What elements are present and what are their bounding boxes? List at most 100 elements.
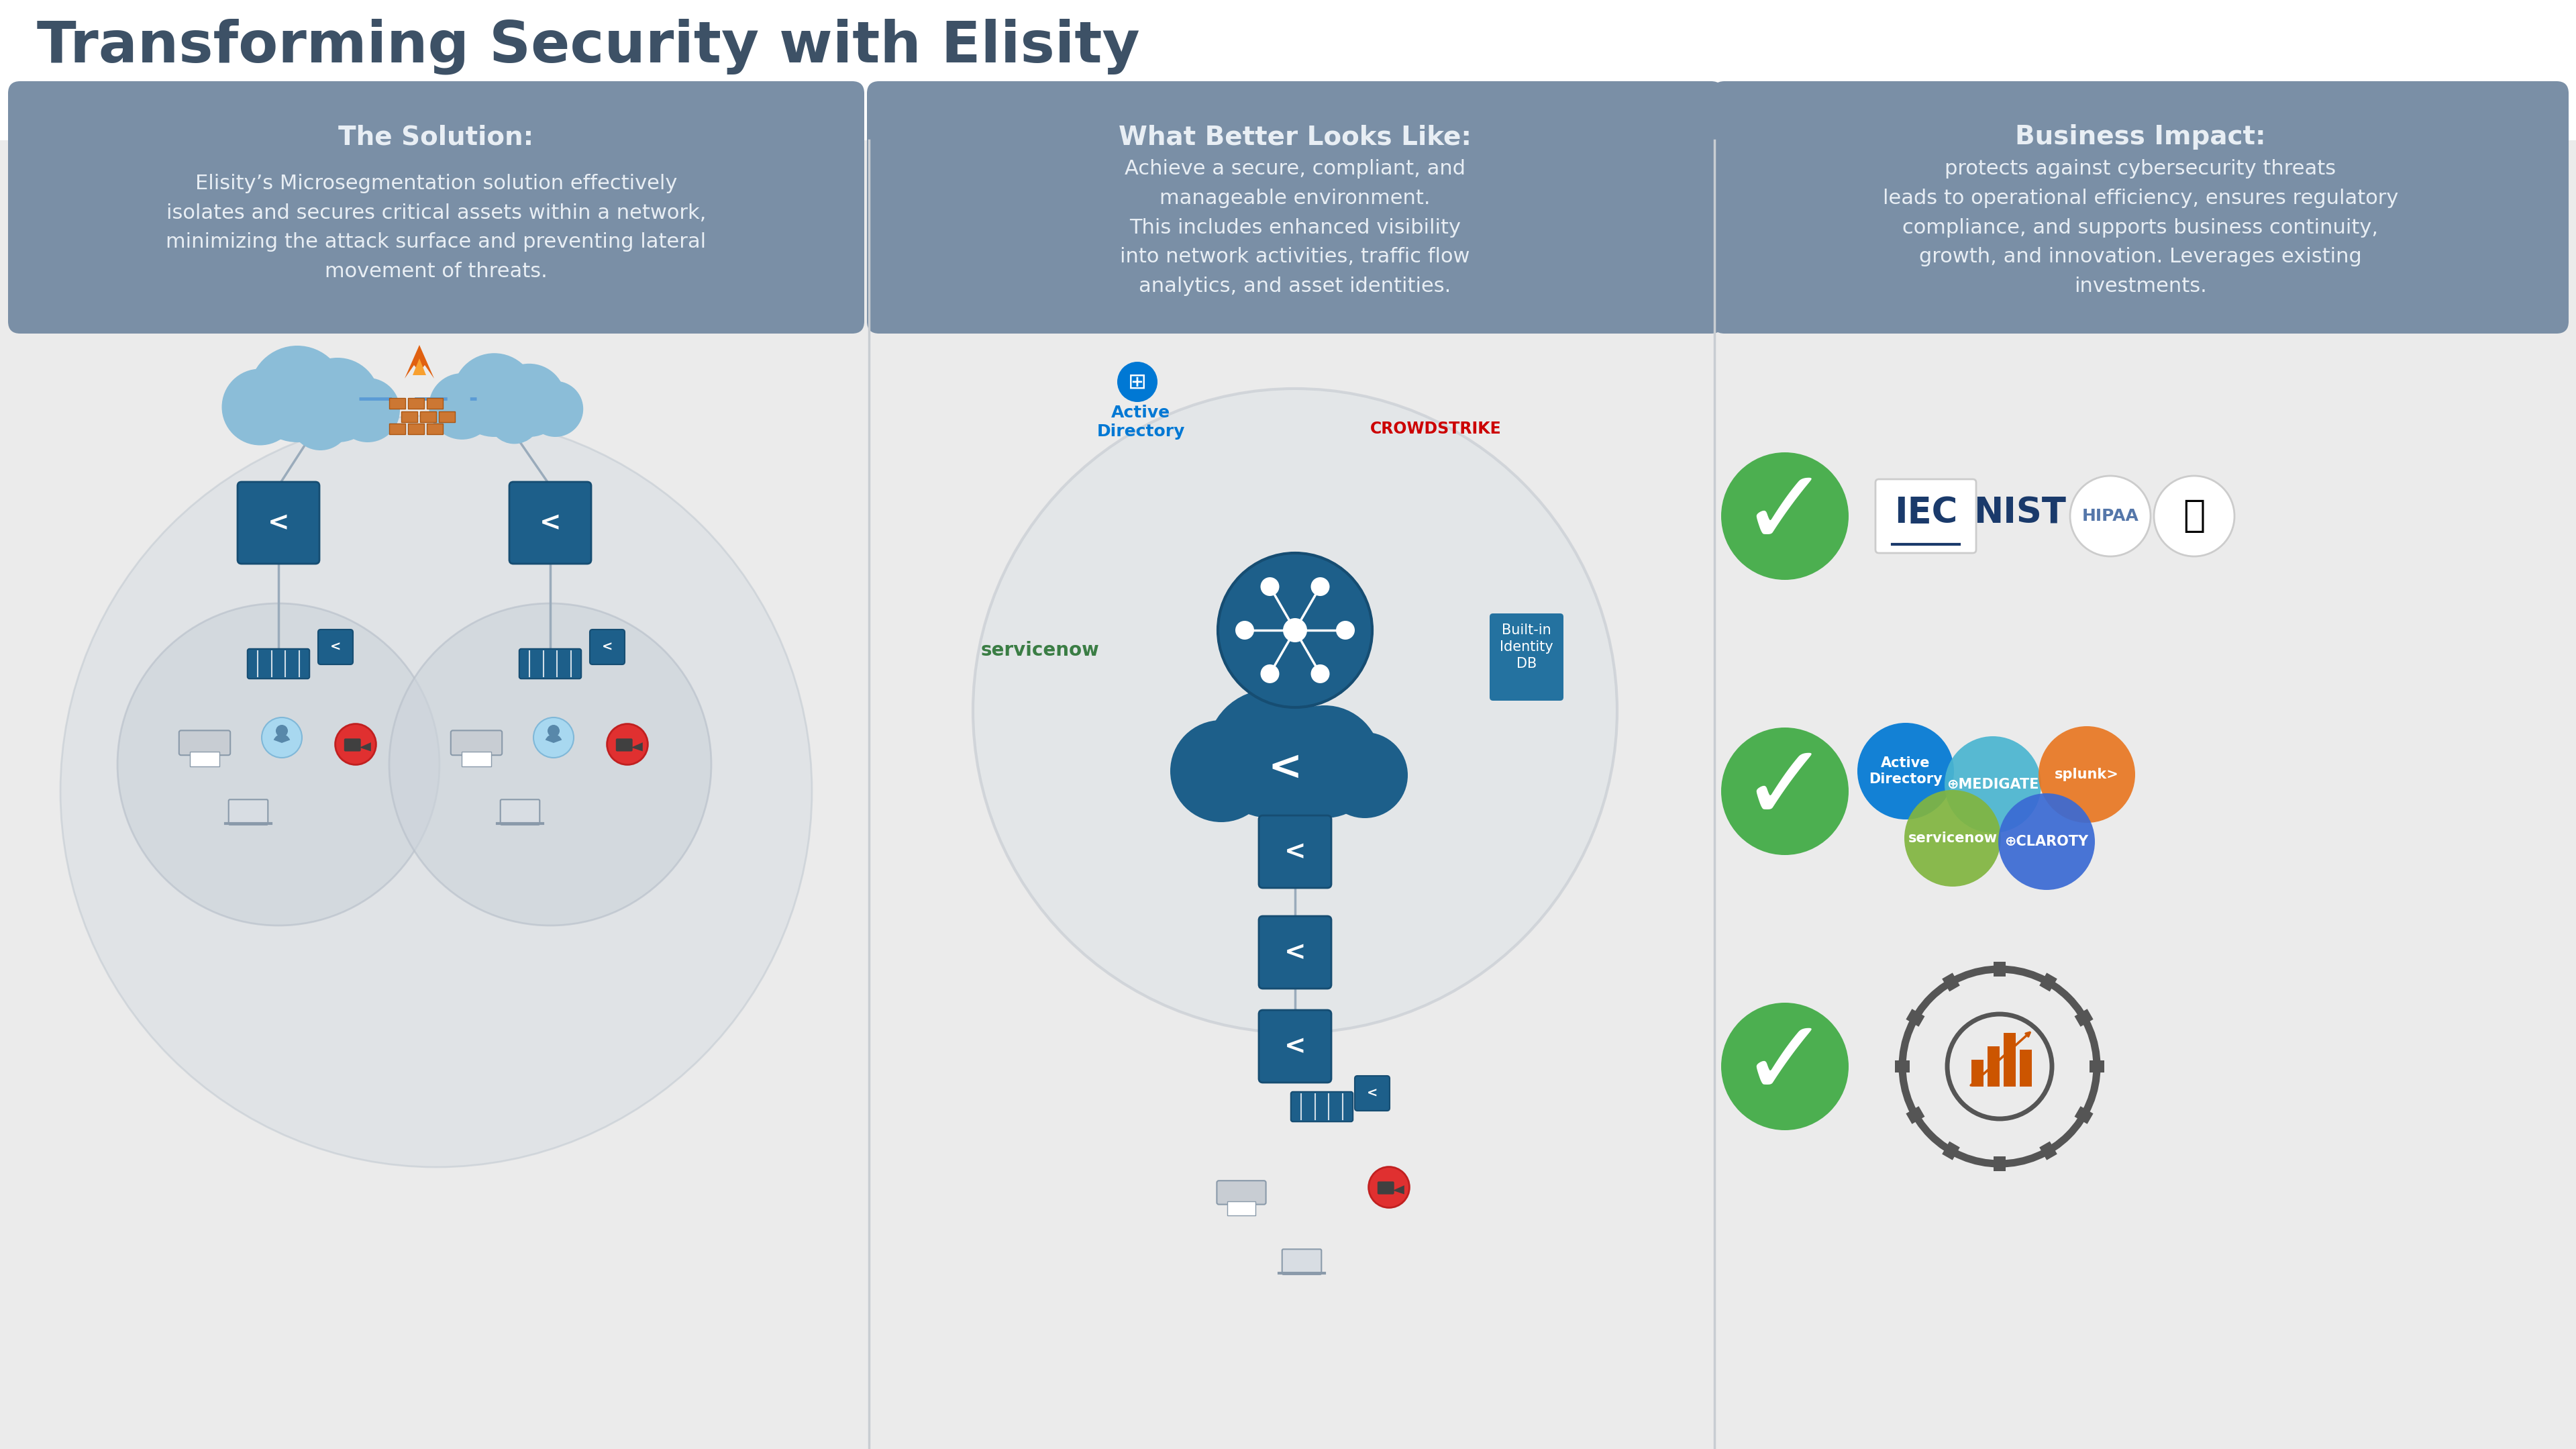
Text: Built-in
Identity
DB: Built-in Identity DB	[1499, 623, 1553, 671]
Bar	[389, 423, 404, 435]
Bar	[428, 398, 443, 409]
FancyBboxPatch shape	[1260, 816, 1332, 888]
FancyBboxPatch shape	[616, 739, 634, 752]
FancyBboxPatch shape	[1260, 916, 1332, 988]
Bar	[1226, 1201, 1255, 1216]
FancyBboxPatch shape	[1378, 1181, 1394, 1194]
Circle shape	[389, 603, 711, 926]
Circle shape	[1857, 723, 1955, 820]
Text: ✓: ✓	[1741, 1013, 1829, 1117]
Text: Active
Directory: Active Directory	[1868, 756, 1942, 785]
Circle shape	[1947, 1014, 2053, 1119]
Polygon shape	[2074, 1009, 2094, 1027]
Text: Elisity’s Microsegmentation solution effectively
isolates and secures critical a: Elisity’s Microsegmentation solution eff…	[165, 174, 706, 281]
FancyBboxPatch shape	[1216, 1181, 1265, 1204]
Text: <: <	[330, 640, 340, 653]
Text: 🛡: 🛡	[2182, 498, 2205, 535]
Text: <: <	[1267, 748, 1303, 788]
Circle shape	[1721, 1003, 1850, 1130]
Circle shape	[492, 364, 567, 438]
Text: servicenow: servicenow	[1909, 832, 1996, 845]
Wedge shape	[546, 735, 562, 743]
FancyBboxPatch shape	[8, 81, 866, 333]
FancyBboxPatch shape	[868, 81, 1723, 333]
Circle shape	[1999, 793, 2094, 890]
Circle shape	[1904, 790, 2002, 887]
Circle shape	[1206, 690, 1334, 819]
Text: ⊕CLAROTY: ⊕CLAROTY	[2004, 835, 2089, 848]
FancyBboxPatch shape	[317, 629, 353, 665]
FancyBboxPatch shape	[510, 483, 590, 564]
Bar	[438, 412, 456, 422]
Text: Active
Directory: Active Directory	[1097, 404, 1185, 439]
Circle shape	[528, 381, 582, 438]
Text: ✓: ✓	[1741, 464, 1829, 567]
Circle shape	[1945, 736, 2040, 833]
Circle shape	[1721, 452, 1850, 580]
Circle shape	[291, 390, 350, 451]
Circle shape	[453, 354, 536, 438]
Text: servicenow: servicenow	[981, 640, 1100, 659]
Polygon shape	[404, 345, 435, 378]
Circle shape	[1311, 577, 1329, 596]
FancyBboxPatch shape	[1875, 480, 1976, 554]
Circle shape	[1170, 720, 1273, 822]
FancyBboxPatch shape	[1283, 1249, 1321, 1275]
Text: protects against cybersecurity threats
leads to operational efficiency, ensures : protects against cybersecurity threats l…	[1883, 159, 2398, 296]
Text: <: <	[1285, 939, 1306, 965]
Polygon shape	[361, 742, 371, 752]
Circle shape	[1260, 665, 1280, 682]
Polygon shape	[1942, 972, 1960, 991]
Text: <: <	[1285, 1033, 1306, 1059]
Circle shape	[2154, 475, 2233, 556]
Circle shape	[549, 724, 559, 738]
Text: What Better Looks Like:: What Better Looks Like:	[1118, 125, 1471, 149]
Text: <: <	[1285, 839, 1306, 865]
FancyBboxPatch shape	[1260, 1010, 1332, 1082]
Polygon shape	[2040, 1142, 2058, 1161]
Circle shape	[2071, 475, 2151, 556]
Circle shape	[118, 603, 440, 926]
Polygon shape	[412, 358, 425, 375]
Circle shape	[608, 724, 647, 765]
Polygon shape	[2074, 1106, 2094, 1124]
Polygon shape	[2040, 972, 2058, 991]
Circle shape	[974, 388, 1618, 1033]
Text: <: <	[603, 640, 613, 653]
Text: ⊞: ⊞	[1128, 371, 1146, 393]
Circle shape	[296, 358, 379, 442]
Circle shape	[1311, 665, 1329, 682]
Text: ⊕MEDIGATE: ⊕MEDIGATE	[1947, 778, 2040, 791]
FancyBboxPatch shape	[500, 800, 541, 824]
FancyBboxPatch shape	[345, 739, 361, 752]
Circle shape	[1283, 619, 1306, 642]
Bar	[402, 412, 417, 422]
Bar	[2020, 1049, 2032, 1087]
Polygon shape	[1394, 1185, 1404, 1194]
Text: <: <	[538, 510, 562, 536]
Circle shape	[489, 391, 541, 443]
FancyBboxPatch shape	[1489, 613, 1564, 701]
Polygon shape	[1994, 1156, 2007, 1171]
Circle shape	[335, 378, 399, 442]
Circle shape	[1260, 577, 1280, 596]
Circle shape	[1321, 732, 1406, 819]
Text: NIST: NIST	[1973, 496, 2066, 530]
Bar	[461, 752, 492, 767]
Polygon shape	[1994, 962, 2007, 977]
Circle shape	[1721, 727, 1850, 855]
Text: ✓: ✓	[1741, 738, 1829, 842]
FancyBboxPatch shape	[247, 649, 309, 678]
Bar	[428, 423, 443, 435]
Bar	[191, 752, 219, 767]
Bar	[420, 412, 435, 422]
Text: Achieve a secure, compliant, and
manageable environment.
This includes enhanced : Achieve a secure, compliant, and managea…	[1121, 159, 1471, 296]
FancyBboxPatch shape	[1713, 81, 2568, 333]
Text: Transforming Security with Elisity: Transforming Security with Elisity	[36, 19, 1139, 74]
FancyBboxPatch shape	[178, 730, 229, 755]
Polygon shape	[631, 742, 641, 752]
Wedge shape	[273, 735, 291, 743]
Bar	[407, 423, 425, 435]
Circle shape	[263, 717, 301, 758]
FancyBboxPatch shape	[1291, 1091, 1352, 1122]
